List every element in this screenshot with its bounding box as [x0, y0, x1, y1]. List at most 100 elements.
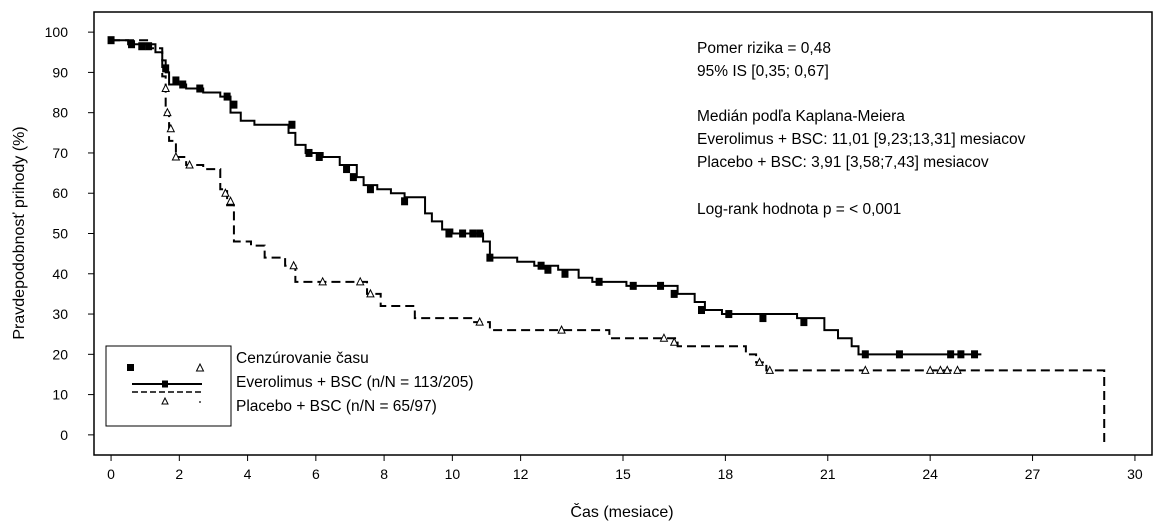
y-tick-label: 100: [45, 24, 69, 40]
censor-triangle-marker: [289, 260, 298, 270]
censor-square-marker: [288, 120, 296, 129]
y-axis-label: Pravdepodobnosť prihody (%): [11, 126, 28, 339]
censor-triangle-marker: [669, 337, 679, 346]
x-tick-label: 24: [922, 466, 938, 482]
y-tick-label: 30: [52, 306, 68, 322]
annotation-ci: 95% IS [0,35; 0,67]: [697, 63, 829, 80]
censor-square-marker: [138, 42, 146, 51]
series-line-everolimus: [111, 39, 982, 356]
censor-triangle-marker: [221, 188, 230, 197]
y-tick-label: 20: [52, 346, 68, 362]
legend-title: Cenzúrovanie času: [236, 350, 369, 367]
censor-triangle-marker: [755, 357, 764, 366]
series-layer: [107, 36, 1106, 447]
y-tick-label: 50: [52, 226, 68, 242]
y-tick-label: 60: [52, 185, 68, 201]
x-tick-label: 6: [312, 466, 320, 482]
censor-square-marker: [561, 269, 569, 278]
censor-square-marker: [172, 76, 180, 85]
y-tick-label: 80: [52, 105, 68, 121]
x-tick-label: 21: [820, 466, 836, 482]
censor-square-marker: [401, 197, 409, 206]
censor-square-marker: [657, 281, 665, 290]
y-tick-label: 40: [52, 266, 68, 282]
x-tick-label: 30: [1127, 466, 1143, 482]
censor-square-marker: [223, 92, 231, 101]
censor-square-marker: [544, 265, 552, 274]
censor-square-marker: [343, 165, 351, 174]
censor-square-marker: [445, 229, 453, 238]
censor-square-marker: [315, 152, 323, 161]
annotation-logrank: Log-rank hodnota p = < 0,001: [697, 201, 901, 218]
y-tick-label: 0: [60, 427, 68, 443]
censor-square-marker: [595, 277, 603, 286]
x-tick-label: 2: [175, 466, 183, 482]
censor-triangle-marker: [163, 107, 172, 117]
censor-triangle-marker: [936, 365, 945, 374]
annotation-median-title: Medián podľa Kaplana-Meiera: [697, 108, 905, 125]
legend-entry-everolimus: Everolimus + BSC (n/N = 113/205): [236, 374, 474, 391]
censor-square-marker: [725, 310, 733, 319]
legend: Cenzúrovanie času Everolimus + BSC (n/N …: [105, 345, 474, 427]
censor-square-marker: [759, 314, 767, 323]
x-axis-label: Čas (mesiace): [570, 502, 673, 521]
x-tick-label: 27: [1025, 466, 1041, 482]
censor-square-marker: [800, 318, 808, 327]
legend-line-dashed-marker-icon: [161, 396, 169, 405]
censor-square-marker: [459, 229, 467, 238]
legend-dot-icon: [199, 401, 201, 403]
censor-triangle-marker: [475, 316, 484, 326]
censor-square-marker: [366, 185, 374, 194]
x-tick-label: 8: [380, 466, 388, 482]
y-tick-label: 70: [52, 145, 68, 161]
censor-triangle-marker: [166, 123, 176, 133]
censor-square-marker: [947, 350, 955, 359]
x-tick-label: 18: [718, 466, 734, 482]
censor-square-marker: [196, 84, 204, 93]
censor-square-marker: [469, 229, 477, 238]
censor-triangle-marker: [318, 276, 327, 286]
censor-square-marker: [861, 350, 869, 359]
censor-triangle-marker: [953, 365, 962, 374]
legend-censor-square-icon: [127, 364, 134, 371]
censor-square-marker: [971, 350, 979, 359]
censor-triangle-marker: [659, 333, 669, 342]
annotation-hazard-ratio: Pomer rizika = 0,48: [697, 40, 831, 57]
annotation-median-everolimus: Everolimus + BSC: 11,01 [9,23;13,31] mes…: [697, 131, 1026, 148]
x-tick-label: 15: [615, 466, 631, 482]
censor-square-marker: [230, 100, 238, 109]
censor-square-marker: [629, 281, 637, 290]
censor-triangle-marker: [861, 365, 870, 374]
censor-triangle-marker: [226, 196, 235, 205]
annotation-median-placebo: Placebo + BSC: 3,91 [3,58;7,43] mesiacov: [697, 154, 989, 171]
censor-square-marker: [349, 173, 357, 182]
legend-entry-placebo: Placebo + BSC (n/N = 65/97): [236, 398, 437, 415]
censor-triangle-marker: [366, 288, 375, 298]
censor-triangle-marker: [925, 365, 935, 374]
censor-square-marker: [486, 253, 494, 262]
censor-triangle-marker: [185, 159, 194, 169]
censor-square-marker: [476, 229, 484, 238]
legend-box: [105, 345, 232, 427]
y-tick-label: 90: [52, 64, 68, 80]
x-tick-label: 10: [445, 466, 461, 482]
censor-triangle-marker: [942, 365, 952, 374]
y-tick-label: 10: [52, 387, 68, 403]
censor-triangle-marker: [765, 365, 775, 374]
tick-labels: 0 2 4 6 8 10 12 15 18 21 24 27 300102030405060708090…: [45, 24, 1143, 482]
censor-triangle-marker: [161, 83, 170, 93]
censor-triangle-marker: [171, 151, 181, 161]
legend-line-solid-marker-icon: [162, 380, 168, 388]
x-tick-label: 0: [107, 466, 115, 482]
axis-ticks: [88, 31, 1136, 461]
legend-censor-triangle-icon: [195, 362, 205, 372]
censor-triangle-marker: [355, 276, 365, 286]
censor-triangle-marker: [557, 325, 566, 334]
censor-square-marker: [697, 306, 705, 315]
x-tick-label: 4: [244, 466, 252, 482]
censor-square-marker: [162, 64, 170, 73]
censor-square-marker: [128, 40, 136, 49]
censor-square-marker: [957, 350, 965, 359]
censor-square-marker: [895, 350, 903, 359]
